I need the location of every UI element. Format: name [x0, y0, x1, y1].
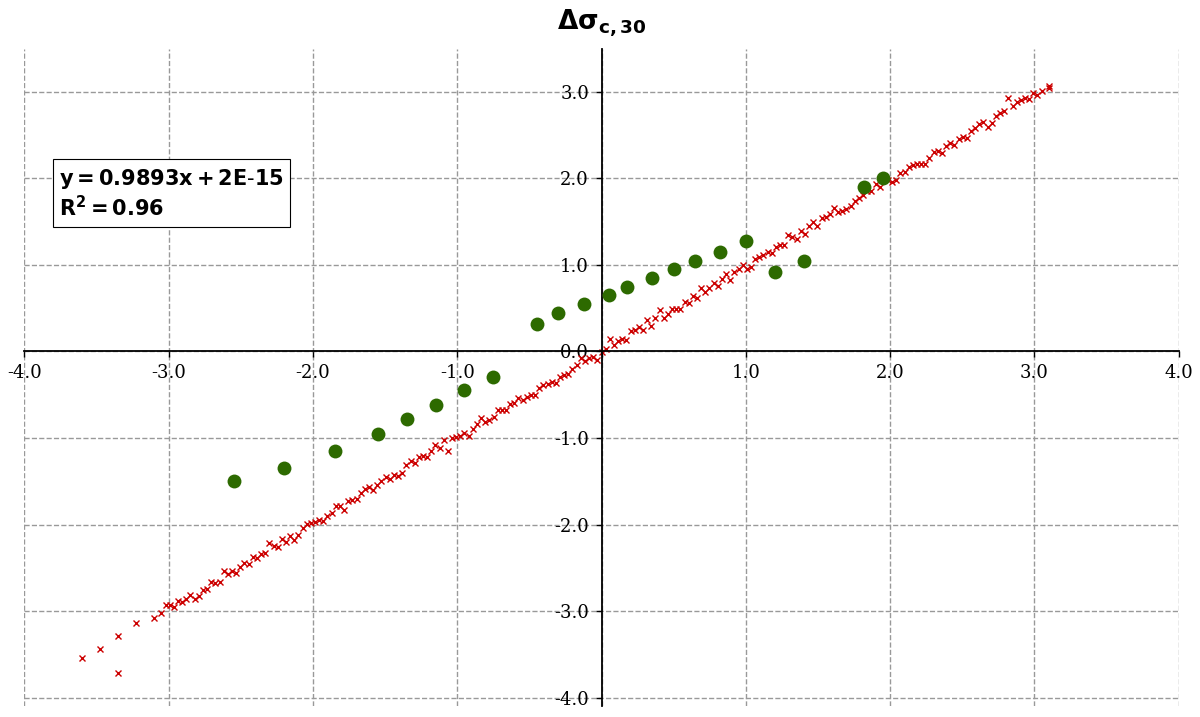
- Title: $\mathbf{\Delta\sigma_{c,30}}$: $\mathbf{\Delta\sigma_{c,30}}$: [557, 7, 647, 39]
- Text: $\bf{y = 0.9893x + 2E\text{-}15}$
$\bf{R^2 = 0.96}$: $\bf{y = 0.9893x + 2E\text{-}15}$ $\bf{R…: [59, 167, 283, 220]
